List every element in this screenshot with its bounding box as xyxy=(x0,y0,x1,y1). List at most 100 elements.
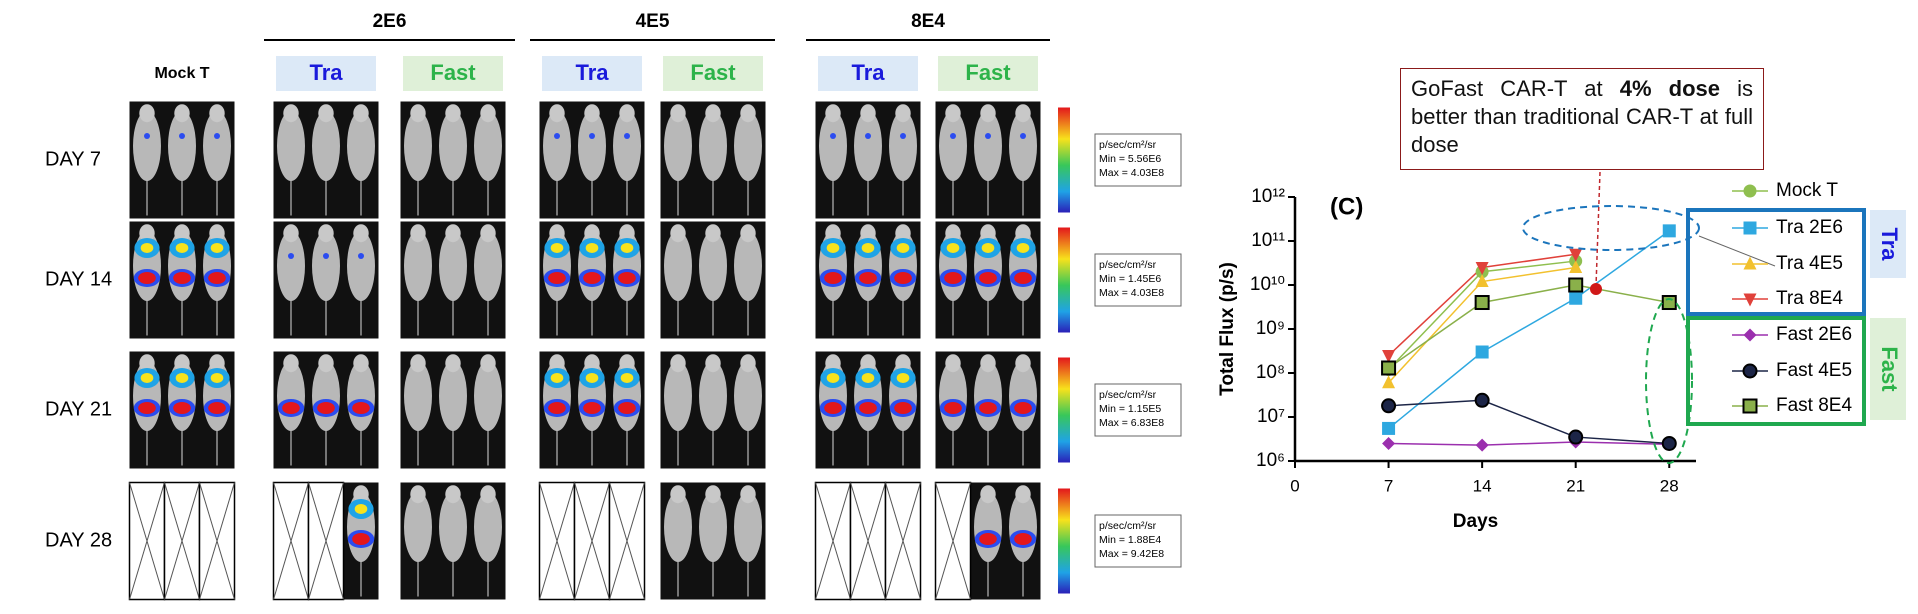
legend-marker xyxy=(1743,221,1757,235)
mouse xyxy=(474,230,502,302)
signal-spot xyxy=(950,132,956,139)
scale-text: Max = 4.03E8 xyxy=(1099,287,1164,299)
empty-cross xyxy=(815,482,851,600)
panel-label: (C) xyxy=(1330,193,1363,220)
mouse xyxy=(404,110,432,182)
signal-spot xyxy=(214,132,220,139)
row-label: DAY 21 xyxy=(45,398,112,420)
signal-spot xyxy=(826,372,840,383)
signal-spot xyxy=(824,271,842,284)
column-label-box xyxy=(938,56,1038,91)
mouse xyxy=(699,230,727,302)
mouse-head xyxy=(209,354,225,373)
mouse xyxy=(347,230,375,302)
mouse-head xyxy=(980,224,996,243)
signal-spot xyxy=(946,242,960,253)
signal-spot xyxy=(830,132,836,139)
scale-text: Max = 9.42E8 xyxy=(1099,548,1164,560)
highlight-fast xyxy=(1645,298,1693,464)
highlight-tra xyxy=(1522,205,1700,251)
mouse xyxy=(974,110,1002,182)
x-tick-label: 28 xyxy=(1660,476,1679,495)
mouse-head xyxy=(139,354,155,373)
scale-text: p/sec/cm²/sr xyxy=(1099,139,1157,151)
empty-cross xyxy=(129,482,165,600)
signal-spot xyxy=(138,401,156,414)
x-tick-label: 21 xyxy=(1566,476,1585,495)
empty-cross xyxy=(850,482,886,600)
signal-spot xyxy=(979,401,997,414)
mouse-head xyxy=(410,224,426,243)
legend-marker xyxy=(1743,293,1757,307)
signal-spot xyxy=(1020,132,1026,139)
mouse-head xyxy=(619,354,635,373)
y-axis-label: Total Flux (p/s) xyxy=(1217,262,1238,396)
mouse xyxy=(734,491,762,563)
legend-marker xyxy=(1743,184,1757,198)
mouse-head xyxy=(895,104,911,123)
column-label-box xyxy=(818,56,918,91)
mouse xyxy=(699,110,727,182)
annotation-bold: 4% dose xyxy=(1619,76,1720,101)
legend-label: Fast 4E5 xyxy=(1776,360,1852,381)
mouse xyxy=(312,110,340,182)
scale-box xyxy=(1094,383,1182,437)
signal-spot xyxy=(554,132,560,139)
point xyxy=(1382,375,1396,389)
mouse-head xyxy=(209,104,225,123)
signal-spot xyxy=(179,132,185,139)
point xyxy=(1662,224,1676,238)
mouse-head xyxy=(318,224,334,243)
mouse-head xyxy=(945,354,961,373)
signal-spot xyxy=(896,372,910,383)
signal-spot xyxy=(1014,532,1032,545)
signal-spot xyxy=(896,242,910,253)
signal-spot xyxy=(824,401,842,414)
legend-marker xyxy=(1742,398,1758,414)
mouse-head xyxy=(445,485,461,504)
signal-spot xyxy=(861,372,875,383)
annotation-text: is better than traditional CAR-T at full… xyxy=(1411,76,1754,157)
side-label: Fast xyxy=(1877,346,1902,392)
mouse xyxy=(699,360,727,432)
mouse xyxy=(699,491,727,563)
empty-cross xyxy=(273,482,309,600)
mouse-head xyxy=(619,104,635,123)
mouse-head xyxy=(480,224,496,243)
y-tick-label: 10¹¹ xyxy=(1251,230,1285,251)
signal-spot xyxy=(620,372,634,383)
mouse xyxy=(404,230,432,302)
column-label-box xyxy=(276,56,376,91)
mouse xyxy=(277,110,305,182)
column-label: Tra xyxy=(575,60,609,85)
scale-text: p/sec/cm²/sr xyxy=(1099,259,1157,271)
side-tab-tra xyxy=(1870,210,1906,278)
legend-group-fast xyxy=(1686,316,1866,426)
legend-marker xyxy=(1742,363,1758,379)
mouse-head xyxy=(1015,354,1031,373)
signal-spot xyxy=(550,242,564,253)
point xyxy=(1568,277,1584,293)
signal-spot xyxy=(548,271,566,284)
mouse-head xyxy=(705,354,721,373)
signal-spot xyxy=(358,252,364,259)
mouse-head xyxy=(318,354,334,373)
signal-spot xyxy=(208,271,226,284)
annotation-dot xyxy=(1590,283,1602,295)
mouse-head xyxy=(139,104,155,123)
column-label: Tra xyxy=(851,60,885,85)
mouse xyxy=(474,360,502,432)
side-tab-fast xyxy=(1870,318,1906,420)
mouse xyxy=(734,360,762,432)
signal-spot xyxy=(288,252,294,259)
signal-spot xyxy=(352,532,370,545)
mouse-head xyxy=(860,104,876,123)
scale-text: Min = 1.15E5 xyxy=(1099,403,1161,415)
signal-spot xyxy=(859,271,877,284)
mouse xyxy=(203,110,231,182)
row-label: DAY 14 xyxy=(45,268,112,290)
point xyxy=(1569,259,1583,273)
point xyxy=(1569,248,1583,262)
y-tick-label: 10⁸ xyxy=(1256,362,1285,383)
